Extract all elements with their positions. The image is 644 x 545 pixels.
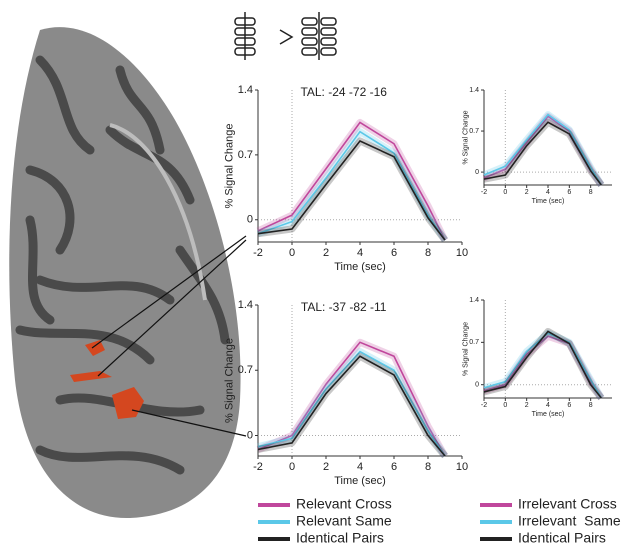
x-tick-label: 6 <box>567 189 571 196</box>
legend-label: Relevant Cross <box>296 496 392 512</box>
x-tick-label: 8 <box>589 189 593 196</box>
x-tick-label: 4 <box>357 461 363 473</box>
y-tick-label: 1.4 <box>238 84 253 96</box>
x-tick-label: 10 <box>456 247 468 259</box>
series-line <box>483 113 603 186</box>
series-line <box>257 130 446 241</box>
legend-label: Relevant Same <box>296 513 392 529</box>
stimulus-icon <box>234 12 337 60</box>
y-tick-label: 0 <box>475 382 479 389</box>
legend-label: Irrelevant Cross <box>518 496 617 512</box>
x-tick-label: 8 <box>425 247 431 259</box>
series-line <box>483 330 602 399</box>
legend-label: Identical Pairs <box>518 530 606 545</box>
y-axis-label: % Signal Change <box>463 322 470 376</box>
x-tick-label: 6 <box>567 402 571 409</box>
series-line <box>257 341 446 457</box>
x-tick-label: 6 <box>391 461 397 473</box>
x-tick-label: 10 <box>456 461 468 473</box>
x-tick-label: -2 <box>253 247 263 259</box>
x-tick-label: 2 <box>525 402 529 409</box>
y-axis-label: % Signal Change <box>223 338 235 423</box>
y-axis-label: % Signal Change <box>223 123 235 208</box>
brain-image <box>9 27 247 519</box>
y-tick-label: 0.7 <box>238 149 253 161</box>
x-axis-label: Time (sec) <box>532 198 565 205</box>
chart-title: TAL: -24 -72 -16 <box>300 85 387 99</box>
y-axis-label: % Signal Change <box>463 110 470 164</box>
series-line <box>257 350 446 457</box>
y-tick-label: 1.4 <box>469 297 479 304</box>
x-tick-label: -2 <box>481 189 487 196</box>
x-axis-label: Time (sec) <box>334 475 386 487</box>
y-tick-label: 0.7 <box>238 364 253 376</box>
x-tick-label: 6 <box>391 247 397 259</box>
y-tick-label: 1.4 <box>469 87 479 94</box>
x-tick-label: 4 <box>357 247 363 259</box>
x-tick-label: 0 <box>503 189 507 196</box>
legend-label: Irrelevant Same <box>518 513 621 529</box>
chart-title: TAL: -37 -82 -11 <box>301 300 387 314</box>
series-line <box>483 332 603 399</box>
x-tick-label: 2 <box>323 247 329 259</box>
series-line <box>257 355 446 457</box>
y-tick-label: 0 <box>475 169 479 176</box>
x-tick-label: 4 <box>546 189 550 196</box>
x-axis-label: Time (sec) <box>532 411 565 418</box>
x-tick-label: 0 <box>503 402 507 409</box>
y-tick-label: 0 <box>247 429 253 441</box>
x-tick-label: 0 <box>289 461 295 473</box>
x-tick-label: 0 <box>289 247 295 259</box>
y-tick-label: 0.7 <box>469 339 479 346</box>
x-tick-label: 2 <box>525 189 529 196</box>
x-tick-label: 8 <box>589 402 593 409</box>
x-tick-label: 8 <box>425 461 431 473</box>
series-line <box>483 115 602 186</box>
legend-label: Identical Pairs <box>296 530 384 545</box>
x-tick-label: -2 <box>253 461 263 473</box>
x-axis-label: Time (sec) <box>334 261 386 273</box>
x-tick-label: -2 <box>481 402 487 409</box>
series-line <box>257 121 446 241</box>
series-line <box>483 121 602 186</box>
series-line <box>257 139 446 241</box>
x-tick-label: 2 <box>323 461 329 473</box>
series-line <box>483 335 603 399</box>
y-tick-label: 1.4 <box>238 299 253 311</box>
y-tick-label: 0 <box>247 214 253 226</box>
x-tick-label: 4 <box>546 402 550 409</box>
y-tick-label: 0.7 <box>469 128 479 135</box>
